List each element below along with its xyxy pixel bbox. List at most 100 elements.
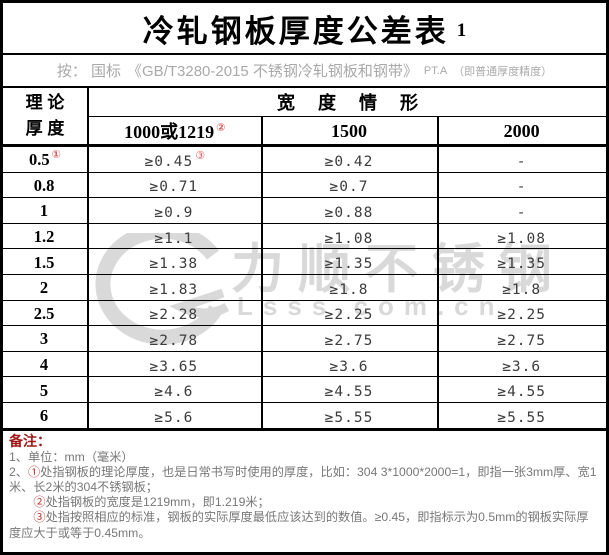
tolerance-cell-width-1500: ≥1.35 xyxy=(260,248,439,275)
thickness-cell: 1.5 xyxy=(3,248,89,275)
thickness-value: 0.8 xyxy=(33,175,55,195)
tolerance-value: ≥2.25 xyxy=(324,307,374,324)
table-row: 2.5 ≥2.28 ≥2.25 ≥2.25 xyxy=(3,299,606,326)
header-row-widths: 1000或1219 ② 1500 2000 xyxy=(3,116,606,147)
thickness-cell: 4 xyxy=(3,350,89,377)
tolerance-value: ≥2.75 xyxy=(497,332,546,349)
tolerance-cell-width-2000: - xyxy=(437,171,606,198)
standard-prefix: 按： 国标 xyxy=(56,63,122,80)
thickness-cell: 5 xyxy=(3,376,89,403)
thickness-cell: 2 xyxy=(3,273,89,301)
tolerance-cell-width-1000or1219: ≥0.45 ③ xyxy=(87,145,262,173)
tolerance-value: ≥2.78 xyxy=(149,332,199,349)
tolerance-value: ≥3.6 xyxy=(502,358,542,375)
notes-section: 备注： 1、单位：mm（毫米） 2、①处指钢板的理论厚度，也是日常书写时使用的厚度… xyxy=(3,427,606,552)
tolerance-cell-width-1000or1219: ≥0.9 xyxy=(87,197,262,224)
tolerance-cell-width-2000: ≥1.08 xyxy=(437,222,606,249)
tolerance-value: ≥2.75 xyxy=(324,332,374,349)
standard-grade-note: （即普通厚度精度） xyxy=(453,65,553,78)
tolerance-value: ≥5.6 xyxy=(154,409,194,426)
tolerance-cell-width-1000or1219: ≥5.6 xyxy=(87,401,262,428)
tolerance-value: ≥0.88 xyxy=(324,204,374,221)
table-row: 2 ≥1.83 ≥1.8 ≥1.8 xyxy=(3,273,606,301)
footnote-marker: ③ xyxy=(195,148,206,162)
tolerance-table: 理 论 厚 度 宽 度 情 形 1000或1219 ② 1500 2000 0.5… xyxy=(3,88,606,428)
tolerance-value: ≥0.7 xyxy=(329,179,369,196)
tolerance-value: ≥1.08 xyxy=(497,230,546,247)
col-header-width-2000: 2000 xyxy=(437,116,606,147)
col-header-label: 1000或1219 xyxy=(124,121,215,142)
footnote-marker: ① xyxy=(51,148,61,162)
note-line: 1、单位：mm（毫米） xyxy=(9,449,134,464)
thickness-value: 3 xyxy=(39,329,49,349)
tolerance-cell-width-2000: ≥1.8 xyxy=(437,273,606,301)
tolerance-cell-width-1500: ≥2.75 xyxy=(260,325,439,352)
header-row-group: 理 论 厚 度 宽 度 情 形 xyxy=(3,88,606,147)
standard-grade: PT.A xyxy=(423,64,448,77)
tolerance-value: ≥1.35 xyxy=(497,256,546,273)
thickness-value: 0.5 xyxy=(29,150,50,170)
table-row: 3 ≥2.78 ≥2.75 ≥2.75 xyxy=(3,325,606,352)
standard-name: 《GB/T3280-2015 不锈钢冷轧钢板和钢带》 xyxy=(127,63,418,80)
tolerance-value: ≥1.1 xyxy=(154,230,194,247)
tolerance-value: ≥3.6 xyxy=(329,358,369,375)
footnote-marker-2-icon: ② xyxy=(216,120,226,134)
table-row: 0.5 ① ≥0.45 ③ ≥0.42 - xyxy=(3,145,606,173)
tolerance-value: ≥4.55 xyxy=(497,384,546,401)
note-footnote-marker: ② xyxy=(33,495,46,510)
tolerance-cell-width-1500: ≥0.88 xyxy=(260,197,439,224)
tolerance-value: ≥2.25 xyxy=(497,307,546,324)
tolerance-cell-width-1500: ≥1.08 xyxy=(260,222,439,249)
col-header-label: 2000 xyxy=(503,120,540,141)
tolerance-value: ≥1.35 xyxy=(324,256,374,273)
tolerance-value: ≥1.83 xyxy=(149,281,199,298)
tolerance-cell-width-2000: ≥2.25 xyxy=(437,299,606,326)
tolerance-cell-width-1000or1219: ≥1.38 xyxy=(87,248,262,275)
thickness-cell: 3 xyxy=(3,325,89,352)
tolerance-value: ≥1.08 xyxy=(324,230,374,247)
col-header-width-1500: 1500 xyxy=(260,116,439,147)
tolerance-cell-width-1500: ≥1.8 xyxy=(260,273,439,301)
tolerance-value: - xyxy=(516,153,527,170)
tolerance-value: ≥4.6 xyxy=(154,384,194,401)
col-header-label: 1500 xyxy=(331,120,367,141)
notes-header: 备注： xyxy=(9,432,51,449)
thickness-value: 5 xyxy=(39,380,49,400)
thickness-cell: 6 xyxy=(3,401,89,428)
tolerance-cell-width-1000or1219: ≥1.1 xyxy=(87,222,262,249)
thickness-cell: 1 xyxy=(3,197,89,224)
tolerance-cell-width-2000: ≥2.75 xyxy=(437,325,606,352)
table-row: 1 ≥0.9 ≥0.88 - xyxy=(3,197,606,224)
tolerance-cell-width-2000: ≥3.6 xyxy=(437,350,606,377)
tolerance-cell-width-1000or1219: ≥2.28 xyxy=(87,299,262,326)
thickness-value: 1.2 xyxy=(33,227,55,247)
tolerance-cell-width-1000or1219: ≥2.78 xyxy=(87,325,262,352)
thickness-cell: 2.5 xyxy=(3,299,89,326)
tolerance-cell-width-2000: ≥1.35 xyxy=(437,248,606,275)
tolerance-value: - xyxy=(516,179,527,196)
tolerance-cell-width-1000or1219: ≥3.65 xyxy=(87,350,262,377)
tolerance-cell-width-1000or1219: ≥0.71 xyxy=(87,171,262,198)
thickness-value: 4 xyxy=(39,355,49,375)
thickness-value: 2 xyxy=(39,278,49,298)
thickness-header-line1: 理 论 xyxy=(25,93,65,112)
tolerance-value: ≥1.8 xyxy=(329,281,369,298)
tolerance-value: ≥0.42 xyxy=(324,153,374,170)
tolerance-cell-width-2000: ≥5.55 xyxy=(437,401,606,428)
tolerance-cell-width-1500: ≥0.7 xyxy=(260,171,439,198)
thickness-value: 1 xyxy=(39,201,49,221)
tolerance-value: ≥2.28 xyxy=(149,307,199,324)
tolerance-cell-width-1500: ≥4.55 xyxy=(260,376,439,403)
tolerance-cell-width-2000: ≥4.55 xyxy=(437,376,606,403)
tolerance-cell-width-1000or1219: ≥1.83 xyxy=(87,273,262,301)
tolerance-cell-width-1000or1219: ≥4.6 xyxy=(87,376,262,403)
tolerance-cell-width-1500: ≥5.55 xyxy=(260,401,439,428)
tolerance-cell-width-2000: - xyxy=(437,197,606,224)
page-title-index: 1 xyxy=(456,20,467,41)
thickness-cell: 1.2 xyxy=(3,222,89,249)
tolerance-value: ≥5.55 xyxy=(497,409,546,426)
table-row: 1.2 ≥1.1 ≥1.08 ≥1.08 xyxy=(3,222,606,249)
standard-reference-bar: 按： 国标 《GB/T3280-2015 不锈钢冷轧钢板和钢带》 PT.A （即… xyxy=(3,55,606,88)
tolerance-value: ≥4.55 xyxy=(324,384,374,401)
